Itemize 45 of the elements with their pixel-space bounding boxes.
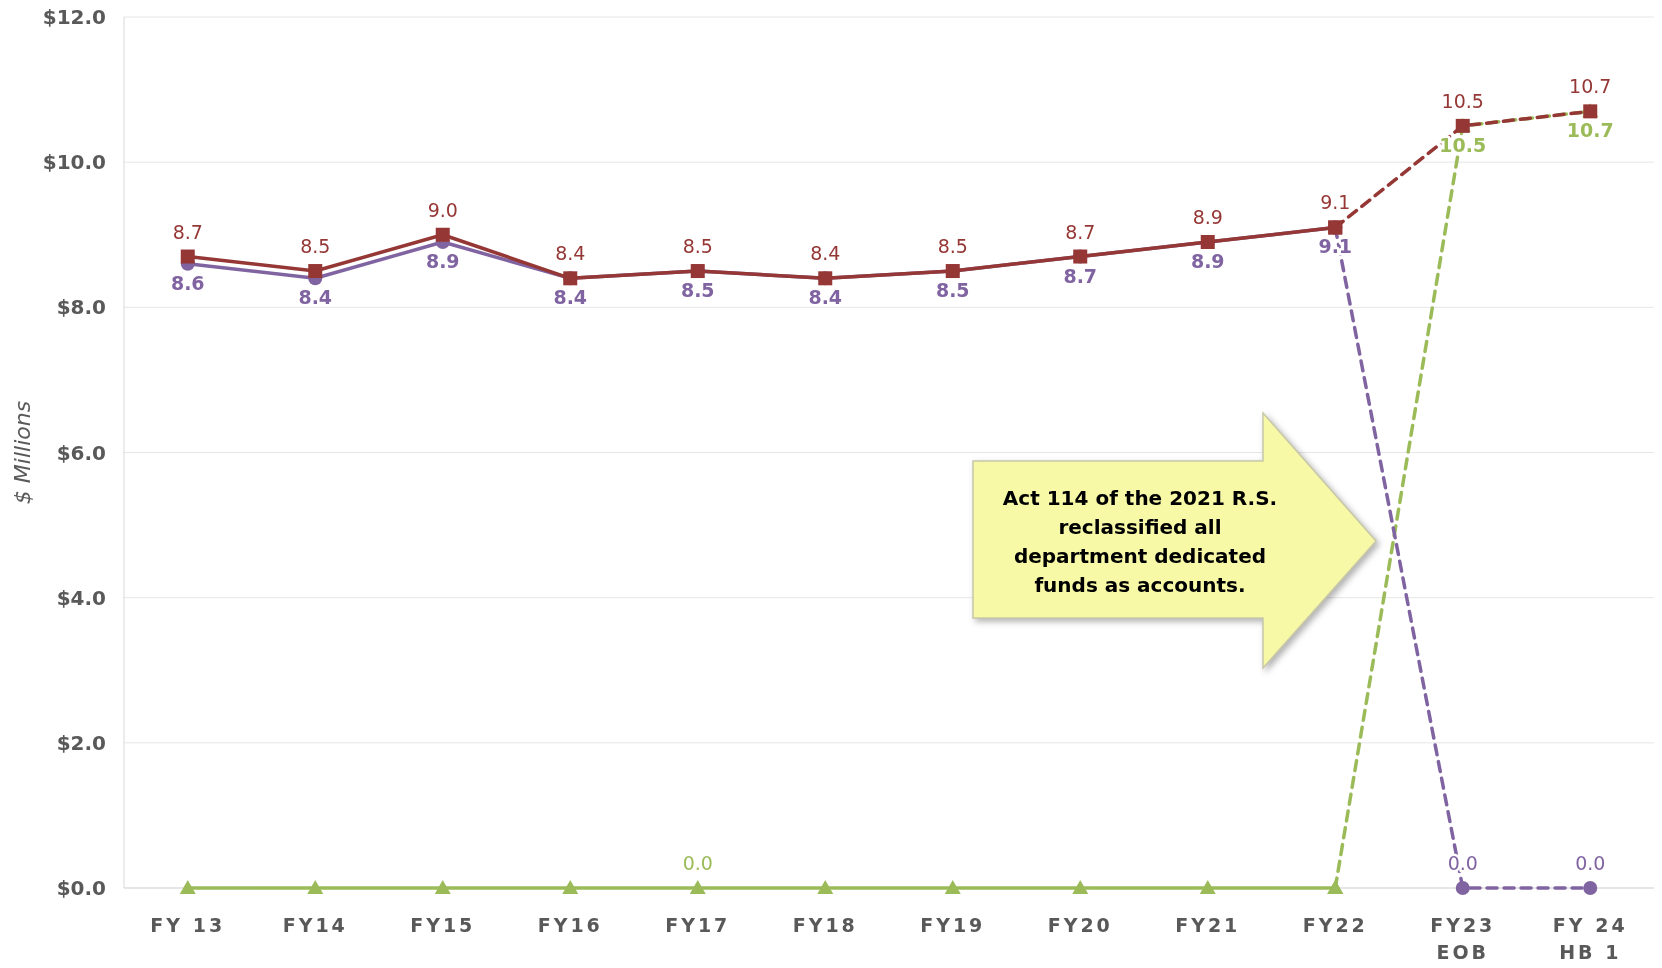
- data-label: 8.5: [935, 279, 970, 302]
- annotation: Act 114 of the 2021 R.S. reclassified all department dedicated funds as accounts.: [1002, 485, 1278, 597]
- data-label: 0.0: [682, 852, 713, 874]
- data-label: 9.1: [1320, 191, 1351, 214]
- y-tick-label: $4.0: [56, 585, 106, 610]
- x-tick-label: FY17: [665, 914, 731, 936]
- x-tick-label: FY21: [1175, 914, 1241, 936]
- data-label: 8.7: [1063, 264, 1098, 287]
- data-label: 9.0: [427, 198, 458, 221]
- x-tick-label: FY 13: [150, 914, 226, 936]
- y-tick-label: $10.0: [42, 150, 106, 175]
- x-tick-label: FY16: [537, 914, 603, 936]
- x-tick-label: FY19: [920, 914, 986, 936]
- x-tick-label: FY20: [1047, 914, 1113, 936]
- data-label: 8.5: [680, 279, 715, 302]
- data-label: 8.9: [1192, 206, 1223, 229]
- y-tick-label: $12.0: [42, 5, 106, 29]
- data-label: 8.6: [170, 271, 205, 294]
- x-tick-label: FY14: [282, 914, 348, 936]
- x-tick-label: FY18: [792, 914, 858, 936]
- data-label: 8.5: [937, 235, 968, 258]
- data-label: 10.5: [1441, 89, 1484, 112]
- data-label: 10.7: [1566, 119, 1614, 142]
- y-tick-label: $2.0: [56, 730, 106, 755]
- y-tick-label: $6.0: [56, 440, 106, 465]
- y-axis-title: $ Millions: [10, 400, 35, 505]
- data-label: 10.7: [1569, 75, 1612, 98]
- data-label: 8.4: [553, 286, 588, 309]
- y-tick-label: $8.0: [56, 295, 106, 320]
- data-label: 8.4: [810, 242, 841, 265]
- x-tick-label: FY23 EOB: [1430, 914, 1496, 963]
- y-tick-label: $0.0: [56, 876, 106, 900]
- data-label: 8.5: [682, 235, 713, 258]
- data-label: 8.4: [555, 242, 586, 265]
- data-label: 8.9: [425, 250, 460, 273]
- data-label: 8.4: [298, 286, 333, 309]
- data-label: 8.7: [172, 220, 203, 243]
- data-label: 8.9: [1190, 250, 1225, 273]
- data-label: 8.5: [300, 235, 331, 258]
- data-label: 8.4: [808, 286, 843, 309]
- data-label: 8.7: [1065, 220, 1096, 243]
- x-tick-label: FY 24 HB 1: [1552, 914, 1628, 963]
- data-label: 0.0: [1575, 852, 1606, 874]
- x-tick-label: FY15: [410, 914, 476, 936]
- x-tick-label: FY22: [1302, 914, 1368, 936]
